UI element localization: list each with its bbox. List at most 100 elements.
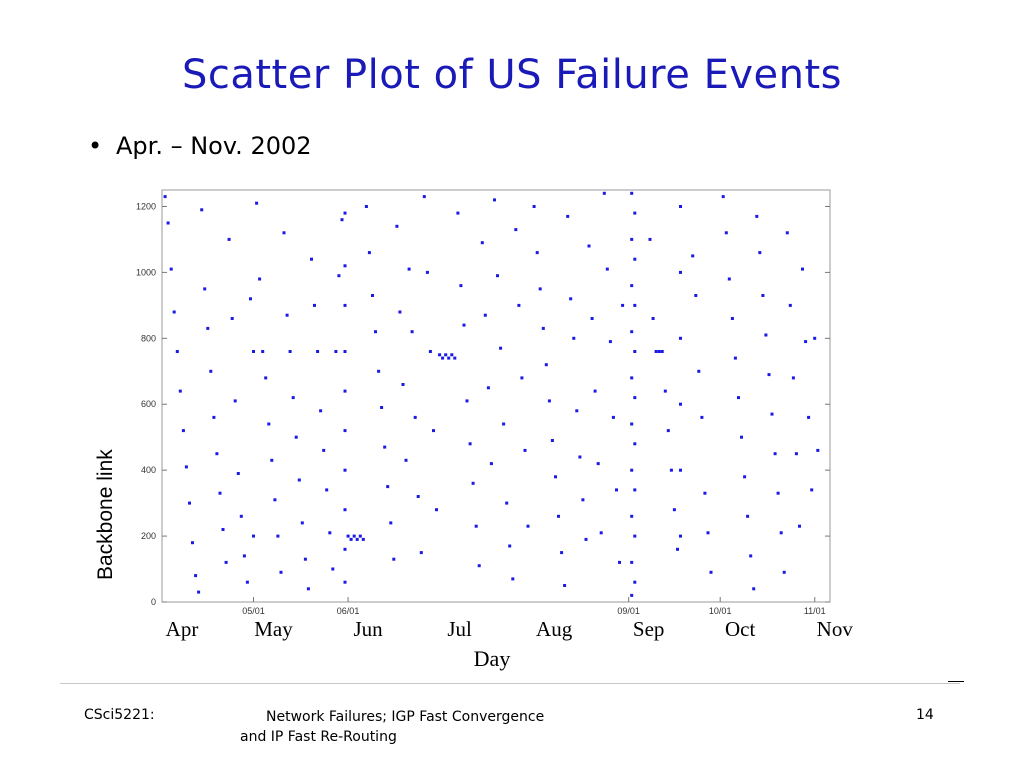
scatter-point xyxy=(221,528,225,531)
scatter-point xyxy=(166,221,170,225)
scatter-point xyxy=(480,241,484,245)
scatter-point xyxy=(206,326,210,330)
scatter-point xyxy=(395,224,399,228)
scatter-point xyxy=(520,376,524,380)
scatter-point xyxy=(517,303,521,307)
scatter-point xyxy=(267,422,271,426)
footer-topic-line2: and IP Fast Re-Routing xyxy=(240,729,397,745)
scatter-point xyxy=(462,323,466,327)
month-label: Apr xyxy=(166,617,199,641)
scatter-point xyxy=(493,198,496,202)
scatter-point xyxy=(776,491,780,495)
scatter-point xyxy=(273,498,277,502)
scatter-point xyxy=(679,336,682,340)
scatter-point xyxy=(175,350,179,353)
scatter-point xyxy=(746,514,750,518)
scatter-point xyxy=(630,284,634,288)
scatter-point xyxy=(709,570,713,574)
scatter-point xyxy=(270,458,274,462)
scatter-point xyxy=(425,270,429,274)
scatter-point xyxy=(374,330,377,334)
scatter-point xyxy=(361,537,365,541)
scatter-point xyxy=(615,488,618,492)
scatter-point xyxy=(538,287,542,291)
scatter-point xyxy=(212,415,216,419)
scatter-point xyxy=(587,244,591,248)
scatter-point xyxy=(343,264,347,268)
scatter-point xyxy=(450,353,454,357)
scatter-point xyxy=(331,567,335,571)
scatter-point xyxy=(596,462,600,466)
scatter-point xyxy=(407,267,411,271)
scatter-point xyxy=(669,468,673,472)
scatter-point xyxy=(367,251,371,255)
scatter-point xyxy=(630,191,634,195)
scatter-point xyxy=(630,422,634,426)
scatter-point xyxy=(428,350,432,353)
bullet-text: Apr. – Nov. 2002 xyxy=(116,132,312,160)
scatter-point xyxy=(816,448,820,452)
scatter-point xyxy=(602,191,606,195)
scatter-point xyxy=(633,257,637,261)
scatter-point xyxy=(575,409,579,413)
scatter-point xyxy=(706,531,710,535)
scatter-point xyxy=(584,537,588,541)
scatter-point xyxy=(181,429,185,433)
scatter-point xyxy=(371,294,374,297)
scatter-point xyxy=(334,350,338,353)
scatter-point xyxy=(294,435,298,439)
scatter-point xyxy=(282,231,286,235)
scatter-point xyxy=(224,560,228,564)
scatter-point xyxy=(563,584,567,587)
scatter-point xyxy=(502,422,506,426)
scatter-point xyxy=(337,274,341,278)
scatter-point xyxy=(255,201,259,205)
scatter-point xyxy=(663,389,667,393)
scatter-point xyxy=(605,267,609,271)
scatter-point xyxy=(291,396,295,400)
scatter-point xyxy=(794,452,798,456)
scatter-point xyxy=(560,551,564,555)
scatter-point xyxy=(343,211,347,215)
footer-mark xyxy=(948,681,964,682)
scatter-point xyxy=(340,218,344,222)
scatter-points xyxy=(163,191,820,597)
scatter-point xyxy=(749,554,753,558)
scatter-point xyxy=(590,317,594,320)
scatter-point xyxy=(328,531,332,535)
scatter-point xyxy=(523,448,527,452)
scatter-point xyxy=(459,284,463,288)
scatter-point xyxy=(593,389,597,393)
scatter-point xyxy=(316,350,320,353)
scatter-point xyxy=(215,452,219,456)
footer-course: CSci5221: xyxy=(84,707,155,723)
scatter-point xyxy=(633,350,637,353)
scatter-point xyxy=(755,214,759,218)
scatter-point xyxy=(618,560,621,564)
scatter-point xyxy=(285,313,289,317)
scatter-point xyxy=(383,445,387,449)
y-tick-label: 600 xyxy=(141,399,156,409)
scatter-point xyxy=(633,488,637,492)
x-tick-label: 11/01 xyxy=(804,606,826,616)
scatter-point xyxy=(660,350,664,353)
scatter-point xyxy=(773,452,777,456)
y-axis-label: Backbone link xyxy=(94,449,117,580)
scatter-point xyxy=(355,537,359,541)
y-axis: 0 200 400 600 800 1000 1200 xyxy=(136,201,830,607)
scatter-point xyxy=(648,237,652,241)
scatter-point xyxy=(200,208,204,212)
scatter-point xyxy=(566,214,570,218)
scatter-point xyxy=(633,534,637,538)
scatter-point xyxy=(230,317,234,320)
scatter-point xyxy=(279,570,283,574)
scatter-point xyxy=(666,429,670,433)
month-label: Aug xyxy=(536,617,573,641)
scatter-point xyxy=(242,554,246,558)
scatter-point xyxy=(630,560,634,564)
scatter-point xyxy=(557,514,560,518)
scatter-point xyxy=(544,363,548,367)
y-tick-label: 1200 xyxy=(136,201,156,211)
scatter-point xyxy=(679,402,682,406)
x-tick-label: 06/01 xyxy=(337,606,360,616)
